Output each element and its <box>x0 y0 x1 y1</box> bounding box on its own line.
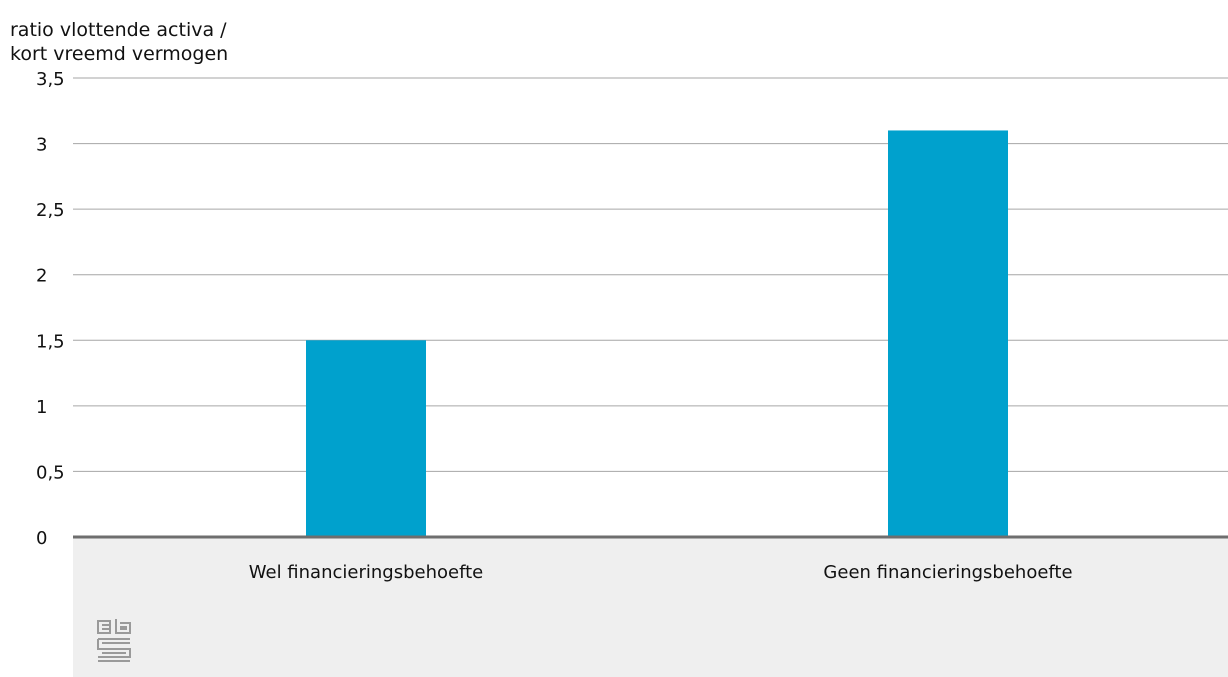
y-axis-label-line-1: ratio vlottende activa / <box>10 19 227 41</box>
y-tick-label: 0,5 <box>36 462 65 483</box>
y-axis-label: ratio vlottende activa / kort vreemd ver… <box>10 18 228 66</box>
y-tick-label: 1 <box>36 397 47 418</box>
category-label-geen: Geen financieringsbehoefte <box>823 562 1073 583</box>
y-tick-label: 2,5 <box>36 200 65 221</box>
y-tick-label: 3,5 <box>36 69 65 90</box>
y-tick-label: 0 <box>36 528 47 549</box>
cbs-logo-icon <box>97 619 131 662</box>
bar-wel <box>306 340 426 537</box>
y-axis-label-line-2: kort vreemd vermogen <box>10 43 229 65</box>
y-tick-label: 1,5 <box>36 331 65 352</box>
category-label-wel: Wel financieringsbehoefte <box>248 562 484 583</box>
bar-geen <box>888 130 1008 537</box>
y-tick-label: 2 <box>36 266 47 287</box>
y-tick-label: 3 <box>36 135 47 156</box>
category-axis-panel <box>73 537 1228 677</box>
